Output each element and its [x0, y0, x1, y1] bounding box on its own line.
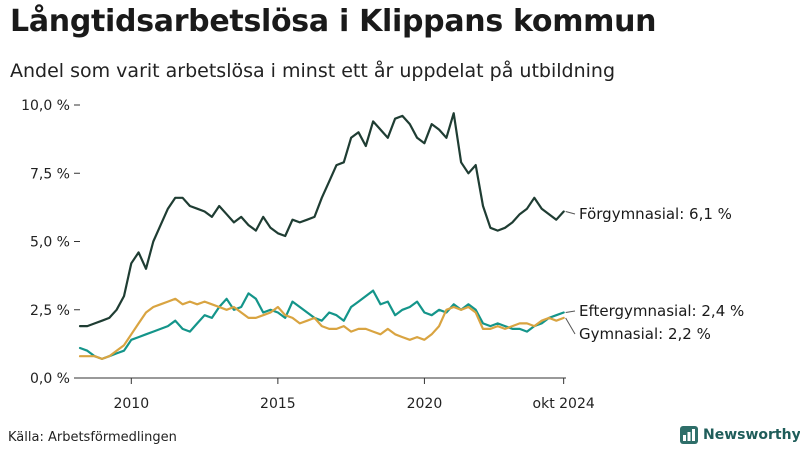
chart-title: Långtidsarbetslösa i Klippans kommun [10, 4, 657, 39]
newsworthy-logo-icon [680, 426, 698, 444]
x-axis: 2010 2015 2020 okt 2024 [80, 377, 595, 412]
y-tick-label: 5,0 % [30, 235, 70, 251]
end-labels: Förgymnasial: 6,1 % Eftergymnasial: 2,4 %… [565, 205, 744, 343]
y-tick-label: 0,0 % [30, 371, 70, 387]
y-axis: 0,0 % 2,5 % 5,0 % 7,5 % 10,0 % [21, 98, 80, 387]
end-label-leader [565, 317, 576, 335]
y-tick-label: 10,0 % [21, 98, 70, 114]
y-tick-label: 7,5 % [30, 166, 70, 182]
x-tick-label: 2020 [407, 396, 443, 412]
source-note: Källa: Arbetsförmedlingen [8, 430, 177, 445]
end-label-leader [565, 210, 576, 215]
series-line-gymnasial [78, 297, 565, 360]
x-tick-label: okt 2024 [533, 396, 595, 412]
end-label-leader [565, 310, 576, 313]
chart-subtitle: Andel som varit arbetslösa i minst ett å… [10, 60, 616, 82]
brand[interactable]: Newsworthy [680, 426, 800, 444]
end-label-gymnasial: Gymnasial: 2,2 % [579, 325, 711, 343]
x-tick-label: 2015 [260, 396, 296, 412]
x-tick-label: 2010 [113, 396, 149, 412]
y-tick-label: 2,5 % [30, 303, 70, 319]
series-line-förgymnasial [78, 112, 565, 328]
brand-name: Newsworthy [703, 427, 800, 443]
series-lines [78, 112, 565, 360]
end-label-förgymnasial: Förgymnasial: 6,1 % [579, 205, 732, 223]
end-label-eftergymnasial: Eftergymnasial: 2,4 % [579, 302, 744, 320]
series-line-eftergymnasial [78, 289, 565, 360]
